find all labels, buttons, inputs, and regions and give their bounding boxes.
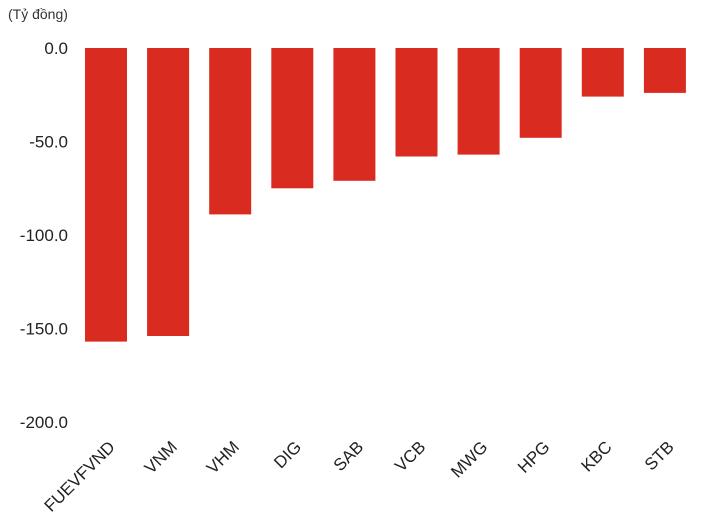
- bar-fuevfvnd: [85, 48, 127, 342]
- bar-vhm: [209, 48, 252, 215]
- y-tick-label: -150.0: [20, 320, 68, 339]
- x-tick-label: VHM: [203, 437, 243, 477]
- x-tick-label: VCB: [391, 437, 429, 475]
- unit-label: (Tỷ đồng): [8, 6, 68, 22]
- bar-hpg: [519, 48, 562, 138]
- x-tick-label: FUEVFVND: [41, 437, 119, 515]
- x-tick-label: DIG: [270, 437, 305, 472]
- y-tick-label: -100.0: [20, 226, 68, 245]
- x-tick-label: HPG: [514, 437, 553, 476]
- y-tick-label: -200.0: [20, 413, 68, 432]
- y-tick-label: 0.0: [44, 39, 68, 58]
- bar-dig: [271, 48, 314, 189]
- bars: [85, 48, 686, 342]
- x-tick-label: VNM: [141, 437, 181, 477]
- bar-vnm: [147, 48, 190, 336]
- y-tick-label: -50.0: [29, 133, 68, 152]
- x-tick-label: SAB: [330, 437, 367, 474]
- bar-mwg: [457, 48, 500, 155]
- y-axis-ticks: 0.0 -50.0 -100.0 -150.0 -200.0: [20, 39, 68, 432]
- bar-kbc: [581, 48, 624, 97]
- bar-stb: [643, 48, 686, 93]
- x-tick-label: MWG: [447, 437, 491, 481]
- bar-sab: [333, 48, 376, 181]
- bar-vcb: [395, 48, 438, 157]
- x-tick-label: KBC: [577, 437, 615, 475]
- x-axis-ticks: FUEVFVND VNM VHM DIG SAB VCB MWG HPG KBC STB: [41, 437, 678, 515]
- x-tick-label: STB: [641, 437, 678, 474]
